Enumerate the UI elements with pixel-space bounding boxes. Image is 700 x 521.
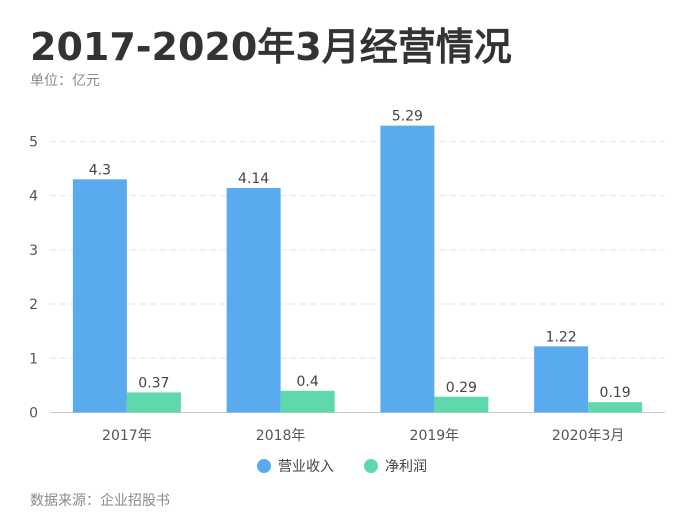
data-label: 4.14: [238, 171, 269, 187]
y-tick-label: 4: [29, 189, 38, 205]
y-tick-label: 0: [29, 406, 38, 422]
legend-marker: [364, 459, 378, 473]
unit-label: 单位：亿元: [30, 73, 100, 89]
bar-profit: [280, 390, 335, 413]
bar-revenue: [534, 346, 589, 413]
legend: 营业收入 净利润: [257, 459, 427, 475]
data-label: 0.37: [138, 375, 169, 391]
bar-revenue: [226, 188, 281, 413]
data-labels: 4.3 0.37 4.14 0.4 5.29 0.29 1.22 0.19: [89, 109, 631, 402]
data-label: 0.29: [446, 380, 477, 396]
data-label: 4.3: [89, 162, 111, 178]
bar-revenue: [380, 125, 435, 413]
legend-item-label: 营业收入: [278, 459, 334, 475]
data-label: 0.19: [600, 385, 631, 401]
data-source-note: 数据来源：企业招股书: [30, 493, 170, 509]
x-tick-label: 2017年: [102, 428, 152, 444]
bar-revenue: [72, 179, 127, 413]
x-tick-label: 2019年: [410, 428, 460, 444]
data-label: 0.4: [296, 374, 318, 390]
x-tick-label: 2020年3月: [552, 428, 625, 444]
y-tick-label: 5: [29, 134, 38, 150]
x-tick-label: 2018年: [256, 428, 306, 444]
x-axis-ticks: 2017年 2018年 2019年 2020年3月: [102, 428, 624, 444]
y-tick-label: 3: [29, 243, 38, 259]
page-title: 2017-2020年3月经营情况: [30, 25, 512, 69]
data-label: 1.22: [546, 329, 577, 345]
bar-profit: [588, 402, 643, 413]
bars: [72, 125, 643, 413]
legend-marker: [257, 459, 271, 473]
legend-item-label: 净利润: [385, 459, 427, 475]
bar-profit: [434, 396, 489, 413]
y-axis-ticks: 0 1 2 3 4 5: [29, 134, 38, 421]
data-label: 5.29: [392, 109, 423, 125]
y-tick-label: 1: [29, 351, 38, 367]
bar-profit: [126, 392, 181, 413]
y-tick-label: 2: [29, 297, 38, 313]
